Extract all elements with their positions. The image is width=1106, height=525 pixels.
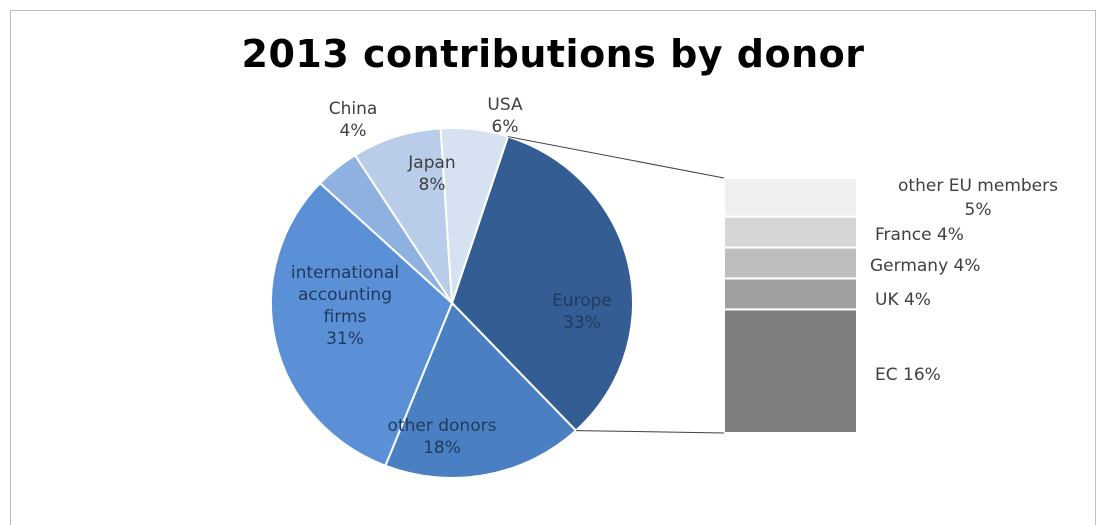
bar-value-label-other-eu-members: 5%	[965, 200, 992, 220]
pie-value-label-other-donors: 18%	[423, 438, 461, 458]
pie-label-china: China	[329, 99, 378, 119]
bar-segment-germany	[723, 246, 858, 280]
bar-segment-uk	[723, 277, 858, 311]
pie-label-europe: Europe	[552, 291, 612, 311]
bar-segment-france	[723, 215, 858, 249]
pie-slice-other-donors	[384, 301, 578, 479]
bar-segment-other-eu-members	[723, 177, 858, 218]
pie-label-other-donors: other donors	[388, 416, 497, 436]
pie-slice-europe	[450, 135, 634, 432]
pie-label-international-accounting-firms: international	[291, 263, 399, 283]
pie-value-label-international-accounting-firms: 31%	[326, 329, 364, 349]
pie-label-international-accounting-firms: accounting	[298, 285, 392, 305]
bar-label-france: France 4%	[875, 225, 964, 245]
bar-label-other-eu-members: other EU members	[898, 176, 1058, 196]
pie-value-label-china: 4%	[340, 121, 367, 141]
pie-value-label-europe: 33%	[563, 313, 601, 333]
pie-value-label-japan: 8%	[419, 175, 446, 195]
pie-slice-usa	[439, 127, 510, 304]
pie-slice-international-accounting-firms	[270, 181, 454, 467]
connector-line-bottom	[575, 430, 725, 434]
pie-label-japan: Japan	[407, 153, 455, 173]
chart-title: 2013 contributions by donor	[241, 32, 865, 76]
pie-slice-japan	[353, 127, 454, 307]
pie-label-international-accounting-firms: firms	[324, 307, 367, 327]
bar-segment-ec	[723, 308, 858, 435]
pie-value-label-usa: 6%	[492, 117, 519, 137]
bar-label-germany: Germany 4%	[870, 256, 981, 276]
bar-label-uk: UK 4%	[875, 290, 931, 310]
pie-label-usa: USA	[487, 95, 523, 115]
connector-line-top	[507, 136, 725, 179]
bar-label-ec: EC 16%	[875, 365, 941, 385]
